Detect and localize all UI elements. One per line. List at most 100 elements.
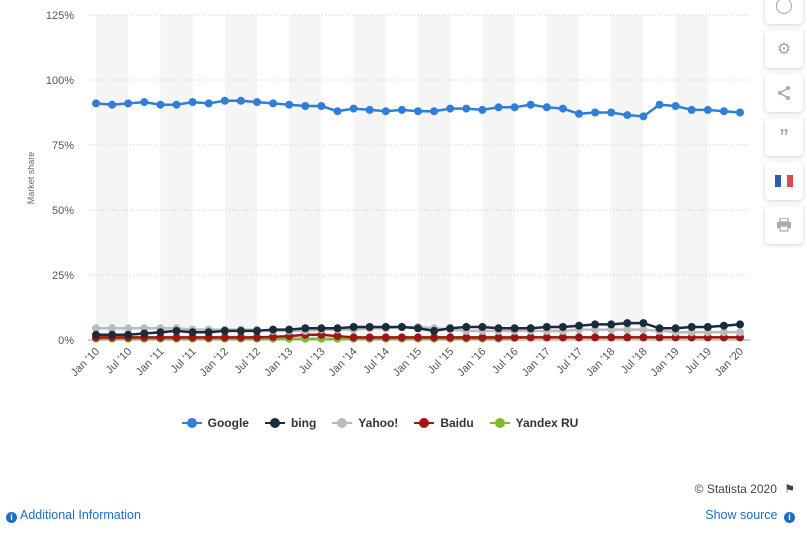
data-point[interactable] — [333, 332, 342, 341]
data-point[interactable] — [397, 323, 406, 331]
data-point[interactable] — [285, 100, 294, 109]
data-point[interactable] — [220, 96, 229, 105]
flag-fr-icon[interactable] — [765, 162, 803, 200]
data-point[interactable] — [220, 333, 229, 342]
data-point[interactable] — [494, 333, 503, 342]
data-point[interactable] — [172, 326, 181, 335]
data-point[interactable] — [591, 333, 600, 342]
data-point[interactable] — [494, 103, 503, 112]
data-point[interactable] — [558, 333, 567, 342]
data-point[interactable] — [703, 105, 712, 114]
data-point[interactable] — [446, 333, 455, 342]
data-point[interactable] — [719, 107, 728, 116]
data-point[interactable] — [671, 324, 680, 333]
data-point[interactable] — [269, 332, 278, 341]
data-point[interactable] — [446, 104, 455, 113]
data-point[interactable] — [575, 109, 583, 118]
data-point[interactable] — [285, 325, 294, 334]
data-point[interactable] — [381, 323, 390, 331]
data-point[interactable] — [414, 107, 422, 116]
data-point[interactable] — [558, 323, 567, 331]
data-point[interactable] — [140, 329, 149, 338]
legend-item-baidu[interactable]: Baidu — [414, 416, 474, 430]
data-point[interactable] — [478, 333, 487, 342]
data-point[interactable] — [607, 333, 616, 342]
data-point[interactable] — [156, 100, 165, 109]
data-point[interactable] — [301, 324, 310, 333]
data-point[interactable] — [92, 99, 100, 108]
data-point[interactable] — [253, 333, 261, 342]
data-point[interactable] — [510, 324, 519, 333]
data-point[interactable] — [365, 333, 374, 342]
data-point[interactable] — [462, 333, 471, 342]
data-point[interactable] — [719, 321, 728, 330]
data-point[interactable] — [333, 324, 342, 333]
data-point[interactable] — [414, 333, 422, 342]
legend-item-yandex-ru[interactable]: Yandex RU — [489, 416, 578, 430]
legend-item-bing[interactable]: bing — [264, 416, 316, 430]
data-point[interactable] — [220, 326, 229, 335]
data-point[interactable] — [526, 324, 535, 333]
data-point[interactable] — [494, 324, 503, 333]
data-point[interactable] — [542, 323, 551, 331]
data-point[interactable] — [478, 323, 487, 331]
data-point[interactable] — [317, 102, 326, 110]
data-point[interactable] — [333, 107, 342, 116]
data-point[interactable] — [591, 108, 600, 117]
data-point[interactable] — [607, 108, 616, 117]
data-point[interactable] — [349, 323, 358, 331]
data-point[interactable] — [381, 333, 390, 342]
data-point[interactable] — [623, 319, 632, 328]
data-point[interactable] — [430, 326, 439, 335]
data-point[interactable] — [639, 112, 648, 121]
data-point[interactable] — [172, 333, 181, 342]
data-point[interactable] — [92, 330, 100, 339]
data-point[interactable] — [172, 100, 181, 109]
data-point[interactable] — [156, 328, 165, 337]
data-point[interactable] — [639, 333, 648, 342]
data-point[interactable] — [671, 102, 680, 110]
data-point[interactable] — [591, 320, 600, 329]
data-point[interactable] — [317, 324, 326, 333]
data-point[interactable] — [510, 103, 519, 112]
data-point[interactable] — [414, 324, 422, 333]
data-point[interactable] — [253, 326, 261, 335]
data-point[interactable] — [92, 324, 100, 333]
data-point[interactable] — [687, 323, 696, 331]
data-point[interactable] — [236, 326, 245, 335]
data-point[interactable] — [236, 96, 245, 105]
data-point[interactable] — [236, 333, 245, 342]
data-point[interactable] — [703, 323, 712, 331]
legend-item-google[interactable]: Google — [181, 416, 249, 430]
data-point[interactable] — [124, 99, 133, 108]
data-point[interactable] — [462, 323, 471, 331]
data-point[interactable] — [542, 333, 551, 342]
data-point[interactable] — [655, 100, 664, 109]
data-point[interactable] — [124, 324, 133, 333]
data-point[interactable] — [687, 105, 696, 114]
data-point[interactable] — [736, 108, 744, 117]
data-point[interactable] — [623, 111, 632, 120]
data-point[interactable] — [510, 333, 519, 342]
data-point[interactable] — [736, 320, 744, 329]
quote-icon[interactable]: ” — [765, 118, 803, 156]
data-point[interactable] — [188, 328, 197, 337]
data-point[interactable] — [253, 98, 261, 107]
data-point[interactable] — [140, 98, 149, 107]
flag-icon[interactable]: ⚑ — [784, 482, 795, 496]
data-point[interactable] — [188, 98, 197, 107]
data-point[interactable] — [607, 320, 616, 329]
data-point[interactable] — [349, 104, 358, 113]
data-point[interactable] — [639, 319, 648, 328]
data-point[interactable] — [736, 328, 744, 337]
data-point[interactable] — [365, 323, 374, 331]
data-point[interactable] — [623, 325, 632, 334]
data-point[interactable] — [365, 105, 374, 114]
print-icon[interactable] — [765, 206, 803, 244]
gear-icon[interactable]: ⚙ — [765, 30, 803, 68]
data-point[interactable] — [526, 100, 535, 109]
data-point[interactable] — [639, 325, 648, 334]
data-point[interactable] — [397, 333, 406, 342]
legend-item-yahoo-[interactable]: Yahoo! — [332, 416, 398, 430]
data-point[interactable] — [269, 99, 278, 108]
